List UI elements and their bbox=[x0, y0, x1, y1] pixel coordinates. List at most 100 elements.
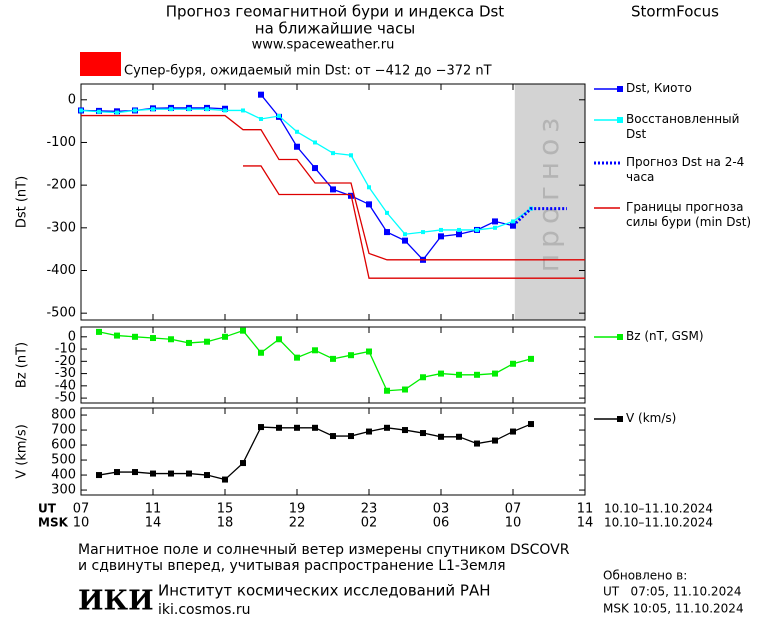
point bbox=[438, 433, 444, 440]
y-tick-label: -40 bbox=[55, 378, 76, 393]
point bbox=[456, 433, 462, 440]
legend-marker bbox=[617, 334, 623, 340]
y-tick-label: -200 bbox=[46, 178, 76, 193]
x-tick-label-msk: 14 bbox=[145, 516, 162, 531]
x-tick-label: 11 bbox=[577, 502, 594, 517]
point bbox=[528, 355, 534, 362]
updated-msk: MSK 10:05, 11.10.2024 bbox=[603, 602, 744, 616]
point bbox=[241, 108, 245, 113]
point bbox=[456, 231, 462, 238]
point bbox=[150, 470, 156, 477]
logo: ИКИ bbox=[78, 586, 154, 617]
point bbox=[330, 433, 336, 440]
point bbox=[492, 437, 498, 444]
point bbox=[510, 428, 516, 435]
y-tick-label: -500 bbox=[46, 306, 76, 321]
point bbox=[115, 110, 119, 115]
y-tick-label: -50 bbox=[55, 391, 76, 406]
point bbox=[186, 470, 192, 477]
point bbox=[258, 424, 264, 431]
x-tick-label: 23 bbox=[361, 502, 378, 517]
point bbox=[474, 371, 480, 378]
point bbox=[421, 230, 425, 235]
y-tick-label: -20 bbox=[55, 354, 76, 369]
note: и сдвинуты вперед, учитывая распростране… bbox=[78, 558, 506, 574]
point bbox=[402, 237, 408, 244]
legend-marker bbox=[617, 416, 623, 422]
note: Магнитное поле и солнечный ветер измерен… bbox=[78, 542, 570, 558]
y-axis-label: Dst (nT) bbox=[15, 176, 30, 228]
forecast-label: прогноз bbox=[532, 112, 565, 272]
x-tick-label-msk: 14 bbox=[577, 516, 594, 531]
point bbox=[475, 227, 479, 232]
series-line bbox=[80, 108, 532, 235]
forecast-band bbox=[514, 84, 585, 320]
x-range-label: 10.10–11.10.2024 bbox=[604, 516, 713, 530]
y-tick-label: -30 bbox=[55, 366, 76, 381]
point bbox=[330, 355, 336, 362]
point bbox=[132, 469, 138, 476]
updated-ut: UT 07:05, 11.10.2024 bbox=[603, 585, 741, 599]
x-tick-label-msk: 10 bbox=[505, 516, 522, 531]
x-tick-label: 15 bbox=[217, 502, 234, 517]
x-tick-label: 07 bbox=[505, 502, 522, 517]
legend-label: Bz (nT, GSM) bbox=[626, 329, 704, 343]
point bbox=[492, 370, 498, 377]
y-tick-label: 500 bbox=[51, 453, 76, 468]
point bbox=[259, 116, 263, 121]
point bbox=[96, 328, 102, 335]
series-line bbox=[511, 207, 567, 227]
point bbox=[132, 333, 138, 340]
x-axis-label: MSK bbox=[38, 516, 69, 530]
y-tick-label: 800 bbox=[51, 408, 76, 423]
title: Прогноз геомагнитной бури и индекса Dst bbox=[166, 3, 505, 21]
point bbox=[439, 227, 443, 232]
legend-label: Границы прогноза силы бури (min Dst) bbox=[626, 200, 752, 229]
url: www.spaceweather.ru bbox=[252, 38, 395, 53]
point bbox=[96, 472, 102, 479]
point bbox=[367, 185, 371, 190]
point bbox=[385, 210, 389, 215]
point bbox=[277, 114, 281, 119]
point bbox=[457, 227, 461, 232]
point bbox=[438, 370, 444, 377]
y-tick-label: 700 bbox=[51, 423, 76, 438]
legend-label: Dst, Киото bbox=[626, 81, 692, 95]
y-tick-label: 400 bbox=[51, 468, 76, 483]
x-tick-label-msk: 22 bbox=[289, 516, 306, 531]
brand: StormFocus bbox=[631, 3, 719, 21]
point bbox=[420, 374, 426, 381]
point bbox=[402, 427, 408, 434]
site: iki.cosmos.ru bbox=[158, 602, 250, 618]
x-tick-label: 03 bbox=[433, 502, 450, 517]
point bbox=[204, 472, 210, 479]
legend-label: V (km/s) bbox=[626, 411, 677, 425]
x-tick-label: 19 bbox=[289, 502, 306, 517]
point bbox=[312, 424, 318, 431]
point bbox=[168, 470, 174, 477]
alert-text: Супер-буря, ожидаемый min Dst: от −412 д… bbox=[124, 64, 492, 79]
legend-marker bbox=[617, 117, 623, 123]
point bbox=[456, 371, 462, 378]
point bbox=[294, 424, 300, 431]
series-line bbox=[98, 329, 532, 392]
y-axis-label: V (km/s) bbox=[15, 424, 30, 479]
point bbox=[222, 476, 228, 483]
point bbox=[168, 336, 174, 343]
x-axis-label: UT bbox=[38, 502, 57, 516]
point bbox=[240, 460, 246, 467]
point bbox=[313, 140, 317, 145]
point bbox=[402, 386, 408, 393]
y-tick-label: 0 bbox=[68, 92, 76, 107]
point bbox=[150, 335, 156, 342]
x-tick-label-msk: 10 bbox=[73, 516, 90, 531]
x-range-label: 10.10–11.10.2024 bbox=[604, 502, 713, 516]
point bbox=[240, 327, 246, 334]
point bbox=[366, 201, 372, 208]
series-line bbox=[243, 165, 585, 279]
point bbox=[366, 428, 372, 435]
panel-frame bbox=[80, 83, 586, 321]
x-tick-label-msk: 06 bbox=[433, 516, 450, 531]
